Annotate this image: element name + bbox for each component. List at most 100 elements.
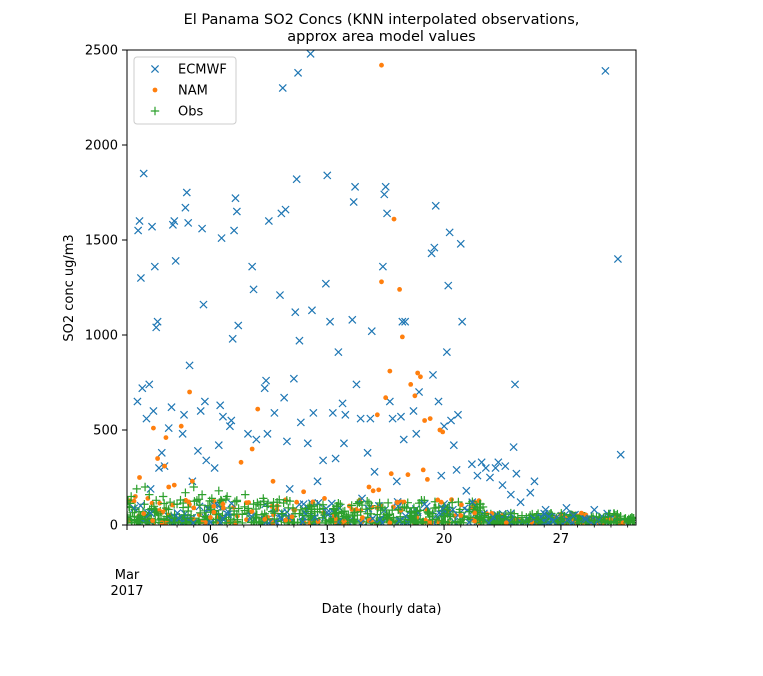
point-nam (370, 488, 376, 494)
point-ecmwf (590, 505, 599, 514)
background-point (517, 511, 527, 520)
point-nam (322, 496, 327, 501)
background-point (249, 509, 255, 514)
background-point (443, 518, 453, 525)
point-nam (399, 334, 405, 340)
point-obs (331, 509, 340, 518)
point-ecmwf (485, 473, 494, 482)
background-point (142, 518, 152, 525)
point-nam (301, 489, 307, 495)
point-ecmwf (328, 408, 337, 417)
point-obs (439, 512, 449, 521)
point-ecmwf (230, 226, 239, 235)
legend-box (133, 56, 237, 125)
background-point (202, 520, 208, 525)
point-obs (145, 490, 154, 499)
point-ecmwf (168, 220, 177, 229)
point-ecmwf (285, 484, 294, 493)
point-ecmwf (278, 83, 287, 93)
background-point (368, 514, 377, 523)
background-point (251, 504, 261, 514)
point-ecmwf (351, 182, 360, 191)
background-point (563, 516, 572, 525)
background-point (233, 515, 242, 524)
point-nam (374, 412, 380, 418)
background-point (164, 505, 173, 514)
y-tick-label: 0 (110, 519, 118, 534)
background-point (365, 504, 374, 513)
point-ecmwf (193, 446, 202, 455)
point-ecmwf (473, 471, 482, 480)
background-point (560, 514, 569, 523)
point-obs (259, 494, 268, 503)
point-nam (366, 484, 372, 490)
point-ecmwf (292, 175, 301, 184)
point-obs (556, 515, 566, 524)
point-ecmwf (427, 249, 436, 258)
background-point (414, 498, 424, 508)
background-point (506, 508, 516, 518)
point-ecmwf (349, 197, 358, 207)
point-ecmwf (512, 469, 521, 478)
background-point (206, 505, 215, 514)
background-point (285, 496, 295, 506)
background-point (223, 510, 232, 519)
point-ecmwf (501, 462, 510, 471)
background-point (295, 509, 304, 518)
point-obs (412, 507, 421, 516)
point-ecmwf (428, 370, 437, 379)
point-obs (513, 513, 522, 522)
legend: ECMWF NAM Obs (133, 56, 237, 125)
point-ecmwf (467, 460, 476, 469)
point-obs (140, 482, 150, 492)
point-ecmwf (217, 234, 226, 243)
point-ecmwf (358, 494, 367, 503)
background-point (405, 515, 415, 524)
point-ecmwf (430, 243, 439, 252)
x-tick-label: 20 (436, 532, 453, 547)
point-ecmwf (164, 424, 173, 433)
point-obs (165, 498, 175, 507)
point-obs (152, 496, 161, 505)
point-ecmwf (348, 315, 357, 324)
point-ecmwf (248, 262, 257, 271)
point-ecmwf (341, 410, 350, 419)
x-tick-label: 27 (553, 532, 570, 547)
point-nam (418, 374, 423, 380)
point-ecmwf (231, 194, 240, 203)
point-ecmwf (133, 397, 142, 406)
point-nam (427, 416, 433, 421)
point-ecmwf (134, 226, 143, 235)
point-nam (405, 472, 411, 478)
point-ecmwf (494, 458, 503, 467)
background-point (476, 499, 485, 509)
point-ecmwf (185, 361, 194, 370)
point-ecmwf (370, 467, 379, 476)
point-ecmwf (295, 336, 304, 345)
point-ecmwf (303, 439, 312, 448)
background-point (149, 500, 155, 506)
point-ecmwf (307, 306, 316, 315)
point-ecmwf (157, 448, 166, 457)
point-ecmwf (149, 406, 158, 416)
point-nam (387, 368, 393, 374)
point-ecmwf (530, 477, 539, 486)
point-ecmwf (136, 273, 145, 283)
background-point (189, 518, 198, 525)
background-point (190, 497, 199, 506)
point-ecmwf (526, 488, 535, 497)
point-ecmwf (420, 500, 429, 509)
background-point (131, 498, 137, 504)
background-point (216, 518, 225, 525)
point-ecmwf (510, 380, 520, 389)
chart-title-line-2: approx area model values (287, 29, 475, 45)
background-point (157, 500, 163, 506)
y-tick-label: 1500 (85, 234, 118, 249)
background-point (270, 509, 279, 518)
point-obs (495, 511, 504, 520)
point-ecmwf (331, 454, 340, 463)
y-tick-label: 500 (93, 424, 118, 439)
point-ecmwf (445, 228, 454, 237)
point-ecmwf (516, 498, 525, 507)
point-ecmwf (216, 401, 225, 410)
